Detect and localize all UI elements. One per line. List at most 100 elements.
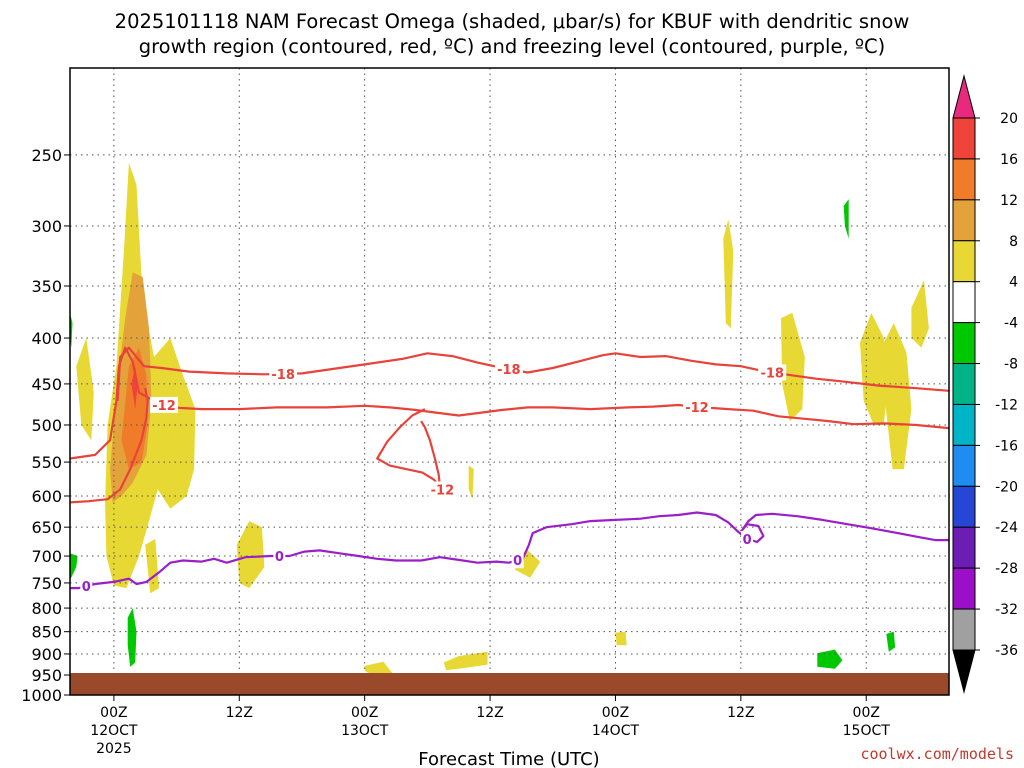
grid-lines	[70, 68, 949, 695]
x-tick-time-30: 12Z	[476, 705, 503, 721]
contour-dgz-minus-12-loop	[376, 408, 444, 491]
y-tick-label-900: 900	[31, 645, 62, 664]
omega-shading-layer	[70, 162, 929, 678]
omega-region-15	[883, 323, 912, 470]
omega-region-4	[76, 338, 94, 441]
omega-region-17	[127, 608, 137, 667]
contour-label-dgz-minus-18-2: -18	[760, 366, 784, 381]
ground-surface	[70, 673, 949, 695]
x-tick-time-10: 12Z	[226, 705, 253, 721]
contour-label-freezing-level-2: 0	[513, 554, 522, 569]
y-tick-label-300: 300	[31, 217, 62, 236]
y-tick-label-400: 400	[31, 329, 62, 348]
plot-frame	[69, 67, 950, 696]
colorbar-segment-3	[952, 199, 976, 242]
y-axis-pressure: 250 300 350 400 450 500 550 600 650 700 750 800 850 9…	[21, 146, 70, 705]
colorbar-label-2: 12	[1000, 193, 1018, 209]
contour-label-bg-dgz-minus-12-1	[682, 398, 711, 415]
colorbar-label-13: -36	[995, 643, 1018, 659]
colorbar-segment-6	[952, 322, 976, 365]
contour-label-dgz-minus-18-0: -18	[271, 368, 295, 383]
contour-freezing-level	[70, 511, 949, 590]
y-tick-label-950: 950	[31, 666, 62, 685]
x-tick-date-60: 15OCT	[843, 723, 891, 739]
contour-label-bg-freezing-level-3	[741, 530, 754, 547]
chart-title-line-2: growth region (contoured, red, ºC) and f…	[139, 35, 886, 58]
colorbar-bottom-arrow	[952, 649, 976, 694]
x-tick-date-0: 12OCT	[90, 723, 138, 739]
colorbar-segment-9	[952, 444, 976, 487]
y-tick-label-550: 550	[31, 453, 62, 472]
colorbar-segment-7	[952, 363, 976, 405]
contour-label-freezing-level-3: 0	[743, 533, 752, 548]
chart-title-line-1: 2025101118 NAM Forecast Omega (shaded, μ…	[115, 10, 910, 33]
y-tick-label-1000: 1000	[21, 686, 62, 705]
contour-label-bg-dgz-minus-12-0	[150, 396, 179, 413]
omega-colorbar: 20 16 12 8 4 -4 -8 -12 -16 -20 -24 -28 -32 -36	[952, 74, 1018, 694]
omega-region-10	[443, 651, 488, 671]
y-tick-label-500: 500	[31, 416, 62, 435]
x-tick-time-60: 00Z	[853, 705, 880, 721]
colorbar-segment-12	[952, 567, 976, 610]
contour-label-dgz-minus-12-0: -12	[152, 399, 176, 414]
colorbar-label-11: -28	[995, 561, 1018, 577]
colorbar-label-8: -16	[995, 438, 1018, 454]
contour-dgz-minus-12-left	[70, 387, 149, 504]
omega-region-8	[468, 465, 474, 500]
x-tick-time-40: 00Z	[602, 705, 629, 721]
contour-label-bg-dgz-minus-12-loop-0	[428, 481, 457, 498]
contour-dgz-minus-12	[70, 346, 949, 460]
y-tick-label-350: 350	[31, 277, 62, 296]
x-tick-time-0: 00Z	[100, 705, 127, 721]
contour-label-bg-dgz-minus-18-1	[494, 361, 523, 378]
omega-region-11	[615, 631, 627, 646]
y-tick-label-700: 700	[31, 547, 62, 566]
contour-label-dgz-minus-12-1: -12	[685, 401, 709, 416]
x-tick-year-0: 2025	[96, 741, 132, 757]
colorbar-label-10: -24	[995, 520, 1018, 536]
y-tick-label-750: 750	[31, 574, 62, 593]
omega-region-14	[860, 312, 889, 425]
x-axis-label: Forecast Time (UTC)	[418, 749, 599, 768]
colorbar-segment-4	[952, 240, 976, 283]
x-tick-date-40: 14OCT	[592, 723, 640, 739]
x-tick-time-20: 00Z	[351, 705, 378, 721]
colorbar-label-0: 20	[1000, 111, 1018, 127]
contour-label-bg-freezing-level-2	[511, 552, 524, 569]
contour-label-dgz-minus-18-1: -18	[497, 363, 521, 378]
y-tick-label-250: 250	[31, 146, 62, 165]
colorbar-segment-11	[952, 526, 976, 569]
colorbar-segment-8	[952, 403, 976, 446]
omega-region-5	[145, 539, 159, 594]
contour-layer: -18 -18 -18 -12 -12 -12 0 0 0 0	[70, 346, 949, 595]
contour-label-freezing-level-1: 0	[275, 550, 284, 565]
colorbar-label-3: 8	[1009, 234, 1018, 250]
colorbar-segment-1	[952, 117, 976, 160]
x-axis-time: 00Z 12OCT 2025 12Z 00Z 13OCT 12Z 00Z 14OCT 12Z 00Z…	[90, 695, 890, 757]
colorbar-label-12: -32	[995, 602, 1018, 618]
plot-area: -18 -18 -18 -12 -12 -12 0 0 0 0	[69, 67, 950, 696]
omega-region-13	[781, 312, 805, 422]
y-tick-label-600: 600	[31, 487, 62, 506]
omega-region-18	[70, 553, 78, 581]
contour-label-bg-dgz-minus-18-0	[269, 365, 298, 382]
colorbar-segment-13	[952, 608, 976, 651]
plot-background	[70, 68, 949, 695]
source-watermark: coolwx.com/models	[860, 745, 1014, 763]
colorbar-label-1: 16	[1000, 152, 1018, 168]
colorbar-label-9: -20	[995, 479, 1018, 495]
x-tick-date-20: 13OCT	[341, 723, 389, 739]
y-tick-label-450: 450	[31, 375, 62, 394]
omega-region-16	[911, 280, 929, 348]
y-tick-label-650: 650	[31, 518, 62, 537]
omega-region-12	[723, 219, 734, 329]
colorbar-label-6: -8	[1004, 357, 1018, 373]
colorbar-label-4: 4	[1009, 275, 1018, 291]
x-tick-time-50: 12Z	[727, 705, 754, 721]
y-tick-label-800: 800	[31, 599, 62, 618]
colorbar-top-arrow	[952, 74, 976, 119]
contour-label-bg-dgz-minus-18-2	[758, 364, 787, 381]
contour-label-dgz-minus-12-loop-0: -12	[431, 483, 455, 498]
omega-region-22	[843, 199, 849, 239]
